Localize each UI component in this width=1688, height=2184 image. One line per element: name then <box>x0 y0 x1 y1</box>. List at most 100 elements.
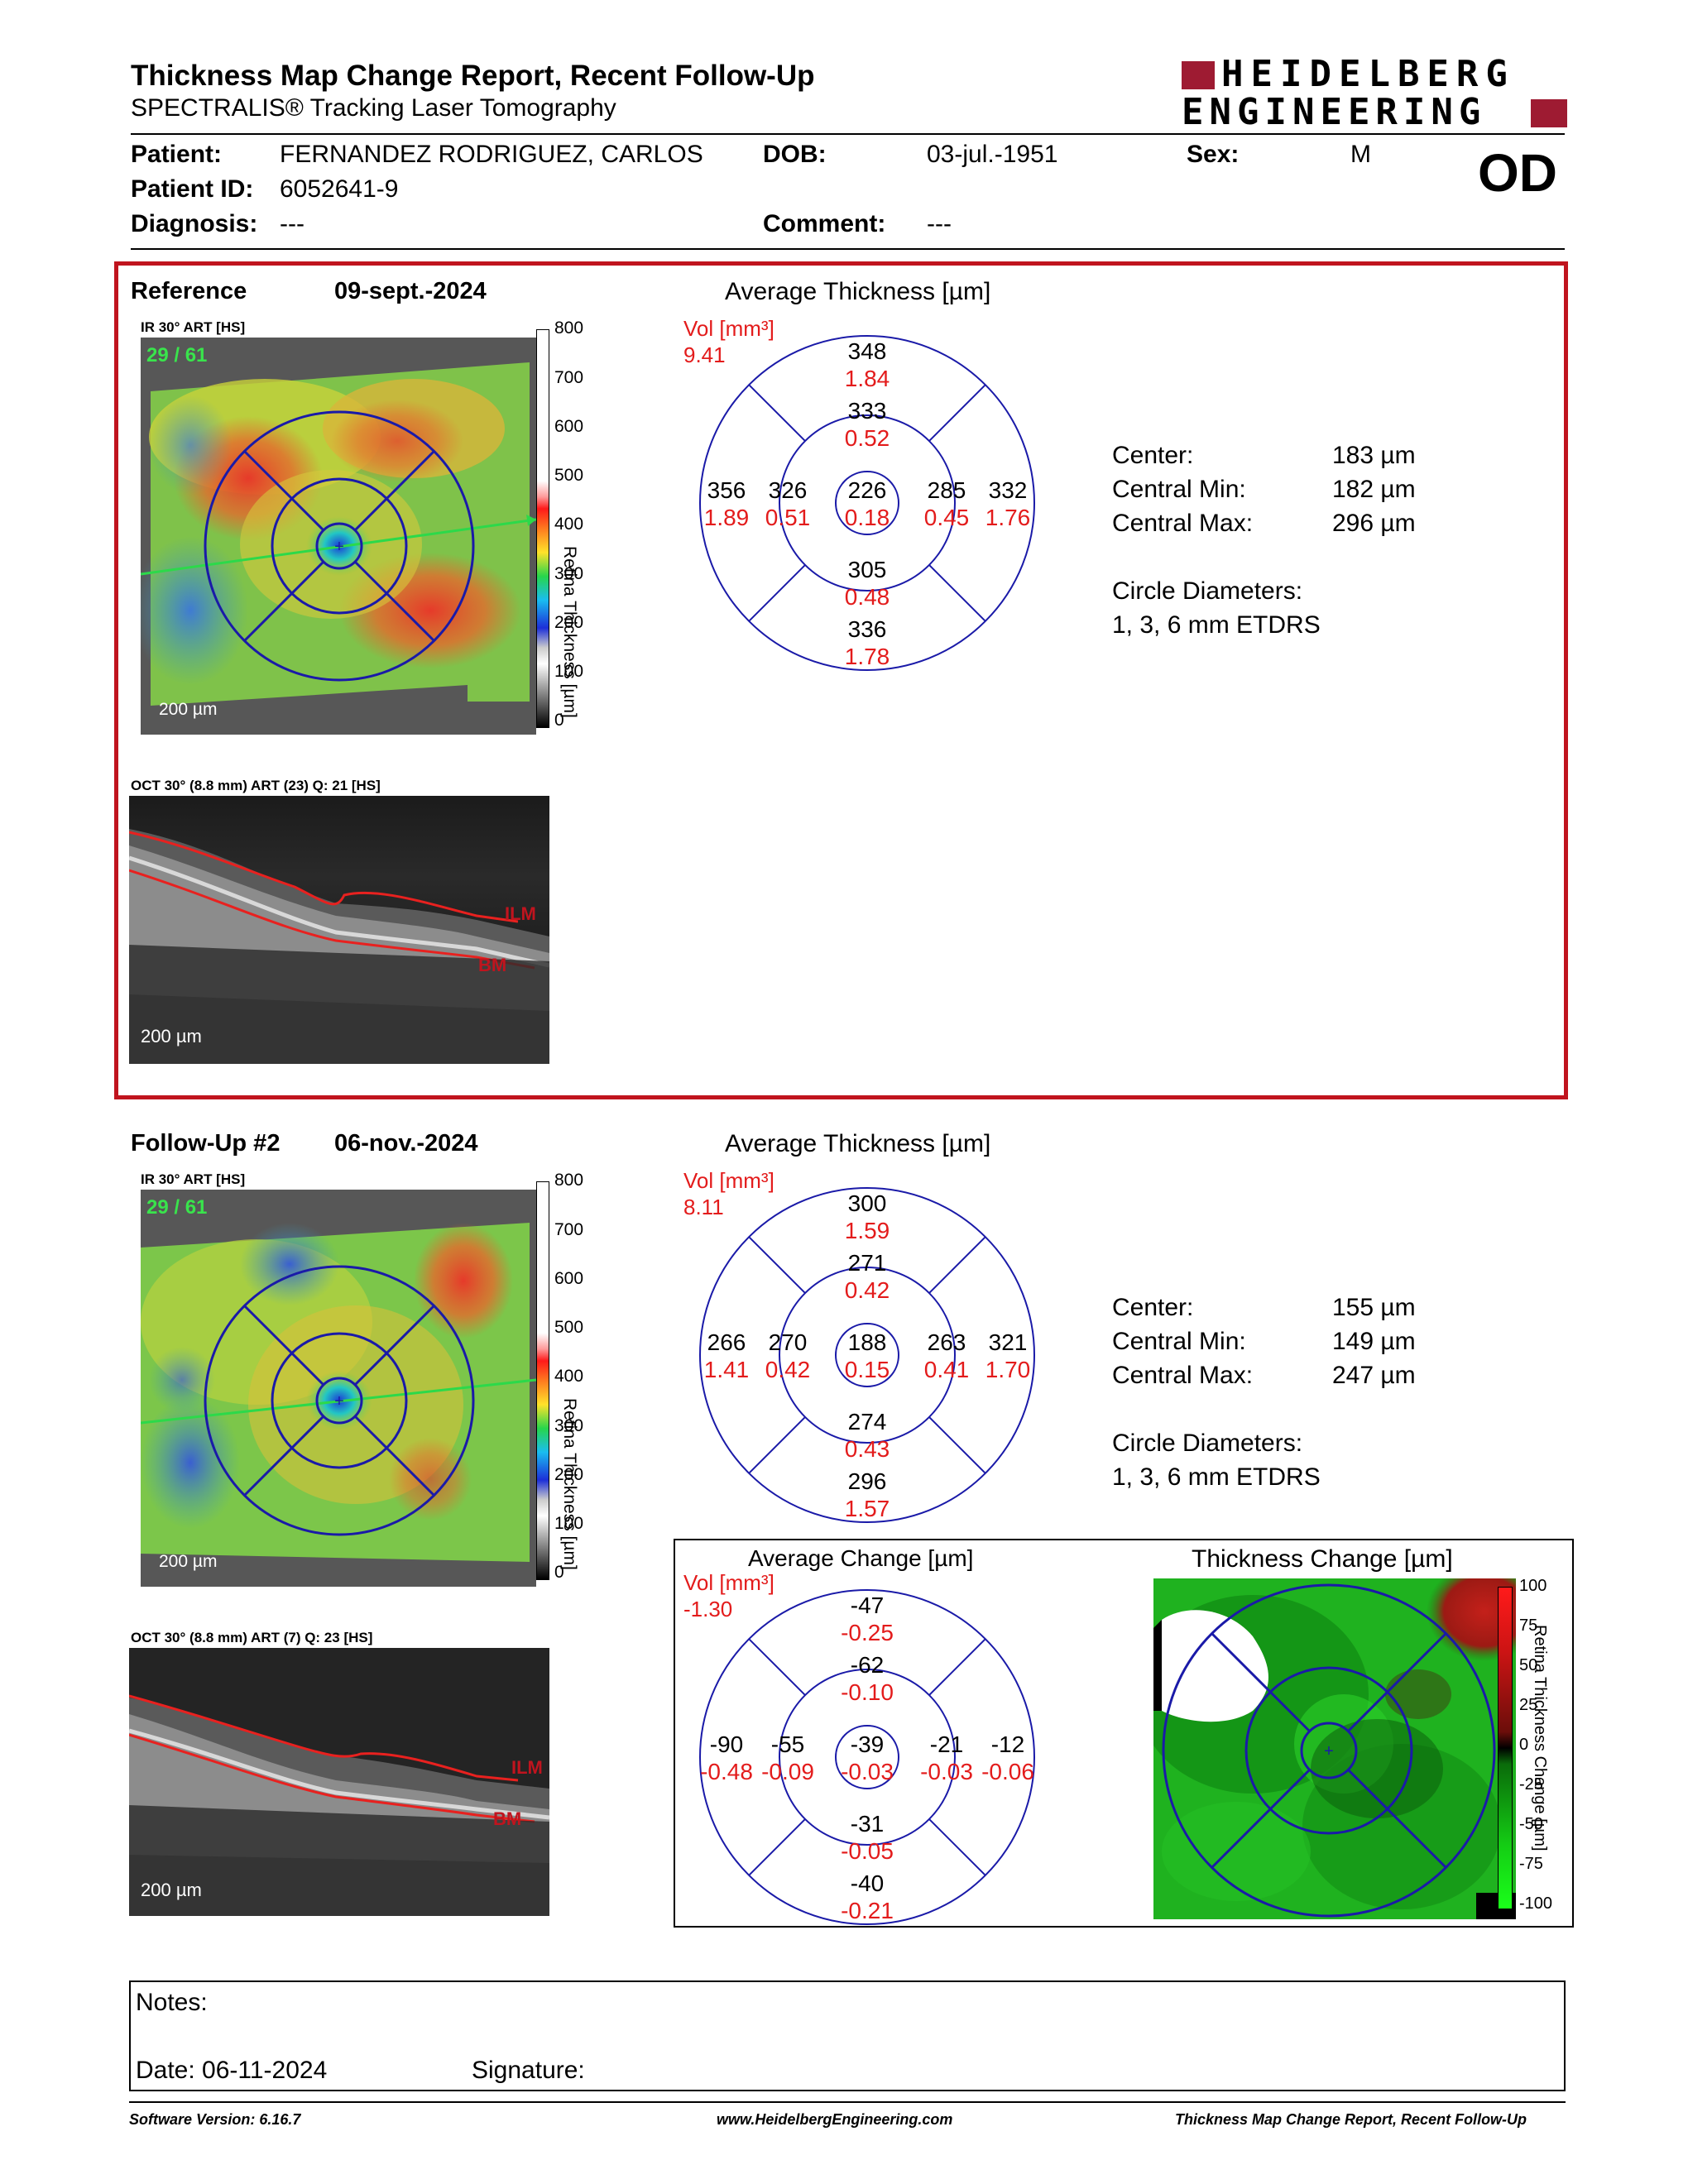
followup-grid-inner-inferior-thickness: 274 <box>848 1409 887 1434</box>
change-grid-outer-superior-thickness: -47 <box>851 1592 884 1618</box>
followup-colorbar-tick: 600 <box>554 1268 584 1288</box>
change-colorbar-tick: -25 <box>1519 1775 1543 1794</box>
logo-line2: ENGINEERING <box>1182 91 1487 133</box>
dob-label: DOB: <box>763 141 827 168</box>
notes-box[interactable] <box>129 1980 1566 2091</box>
change-grid-outer-nasal-volume: -0.06 <box>981 1759 1034 1784</box>
change-grid-inner-temporal-volume: -0.09 <box>761 1759 814 1784</box>
change-grid-inner-inferior-thickness: -31 <box>851 1811 884 1837</box>
reference-ir-scale: 200 µm <box>159 700 218 719</box>
reference-oct-scale: 200 µm <box>141 1026 202 1046</box>
followup-diam-label: Circle Diameters: <box>1112 1430 1303 1457</box>
reference-center-value: 183 µm <box>1332 442 1416 469</box>
signature-label: Signature: <box>472 2057 585 2084</box>
followup-grid-outer-temporal-volume: 1.41 <box>704 1357 750 1382</box>
change-etdrs-grid: -47-0.25-62-0.10-90-0.48-55-0.09-39-0.03… <box>683 1570 1035 1925</box>
reference-grid-inner-inferior-thickness: 305 <box>848 557 887 582</box>
followup-grid-outer-inferior-thickness: 296 <box>848 1468 887 1494</box>
followup-max-label: Central Max: <box>1112 1362 1254 1389</box>
followup-ir-label: IR 30° ART [HS] <box>141 1171 246 1187</box>
footer-url[interactable]: www.HeidelbergEngineering.com <box>717 2111 953 2128</box>
diagnosis-value: --- <box>280 210 305 237</box>
reference-frame <box>114 261 1568 1099</box>
patient-label: Patient: <box>131 141 223 168</box>
reference-oct-scan <box>128 796 550 1064</box>
followup-colorbar-title: Retina Thickness [µm] <box>560 1398 579 1570</box>
reference-grid-inner-nasal-thickness: 285 <box>928 477 966 503</box>
followup-colorbar-tick: 0 <box>554 1563 564 1583</box>
change-grid-outer-superior-volume: -0.25 <box>841 1620 894 1645</box>
reference-grid-vol-value: 9.41 <box>683 342 726 367</box>
reference-grid-inner-inferior-volume: 0.48 <box>845 584 890 610</box>
reference-colorbar-tick: 100 <box>554 662 584 682</box>
change-colorbar-tick: -75 <box>1519 1855 1543 1873</box>
followup-colorbar-tick: 200 <box>554 1464 584 1484</box>
change-map-title: Thickness Change [µm] <box>1192 1545 1453 1573</box>
eye-indicator: OD <box>1478 143 1557 203</box>
reference-center-label: Center: <box>1112 442 1194 469</box>
reference-grid-outer-superior-thickness: 348 <box>848 338 887 364</box>
reference-grid-outer-nasal-volume: 1.76 <box>985 505 1031 530</box>
reference-colorbar-tick: 800 <box>554 318 584 338</box>
footer-report: Thickness Map Change Report, Recent Foll… <box>1175 2111 1527 2128</box>
followup-colorbar-tick: 300 <box>554 1415 584 1435</box>
followup-oct-scale: 200 µm <box>141 1880 202 1900</box>
reference-colorbar-tick: 200 <box>554 612 584 632</box>
change-colorbar-tick: 100 <box>1519 1577 1547 1595</box>
reference-thickness-map: + <box>132 338 537 735</box>
reference-grid-inner-superior-thickness: 333 <box>848 398 887 424</box>
dob-value: 03-jul.-1951 <box>927 141 1058 168</box>
change-grid-inner-nasal-thickness: -21 <box>930 1731 963 1757</box>
followup-etdrs-grid: 3001.592710.422661.412700.421880.152630.… <box>683 1168 1035 1523</box>
sex-label: Sex: <box>1187 141 1240 168</box>
reference-colorbar-tick: 400 <box>554 515 584 534</box>
followup-colorbar <box>536 1181 549 1580</box>
reference-grid-center-thickness: 226 <box>848 477 887 503</box>
patient-name: FERNANDEZ RODRIGUEZ, CARLOS <box>280 141 703 168</box>
followup-grid-outer-superior-thickness: 300 <box>848 1190 887 1216</box>
change-frame <box>674 1539 1574 1928</box>
followup-colorbar-tick: 400 <box>554 1367 584 1387</box>
followup-colorbar-tick: 500 <box>554 1318 584 1338</box>
change-grid-inner-temporal-thickness: -55 <box>771 1731 804 1757</box>
followup-grid-inner-temporal-thickness: 270 <box>769 1329 808 1355</box>
patient-id-value: 6052641-9 <box>280 175 399 203</box>
notes-date: Date: 06-11-2024 <box>136 2057 328 2084</box>
reference-grid-outer-inferior-volume: 1.78 <box>845 644 890 669</box>
diagnosis-label: Diagnosis: <box>131 210 258 237</box>
logo-line1: HEIDELBERG <box>1221 53 1515 95</box>
reference-label: Reference <box>131 278 247 304</box>
followup-center-label: Center: <box>1112 1294 1194 1321</box>
followup-grid-outer-nasal-thickness: 321 <box>989 1329 1028 1355</box>
followup-grid-outer-inferior-volume: 1.57 <box>845 1496 890 1521</box>
svg-text:+: + <box>334 538 344 556</box>
followup-colorbar-tick: 700 <box>554 1219 584 1239</box>
followup-colorbar-tick: 100 <box>554 1514 584 1534</box>
reference-grid-outer-inferior-thickness: 336 <box>848 616 887 642</box>
reference-colorbar <box>536 329 549 728</box>
footer-software: Software Version: 6.16.7 <box>129 2111 301 2128</box>
reference-grid-inner-superior-volume: 0.52 <box>845 425 890 451</box>
reference-colorbar-tick: 0 <box>554 711 564 730</box>
reference-grid-center-volume: 0.18 <box>845 505 890 530</box>
svg-text:+: + <box>1324 1742 1334 1760</box>
reference-colorbar-title: Retina Thickness [µm] <box>560 546 579 718</box>
reference-oct-label: OCT 30° (8.8 mm) ART (23) Q: 21 [HS] <box>131 778 381 793</box>
change-grid-vol-label: Vol [mm³] <box>683 1570 774 1595</box>
followup-grid-vol-value: 8.11 <box>683 1195 724 1219</box>
reference-diam-label: Circle Diameters: <box>1112 577 1303 605</box>
change-grid-center-thickness: -39 <box>851 1731 884 1757</box>
followup-max-value: 247 µm <box>1332 1362 1416 1389</box>
followup-grid-inner-nasal-thickness: 263 <box>928 1329 966 1355</box>
reference-min-label: Central Min: <box>1112 476 1246 503</box>
followup-center-value: 155 µm <box>1332 1294 1416 1321</box>
change-grid-inner-superior-thickness: -62 <box>851 1652 884 1678</box>
followup-grid-inner-superior-volume: 0.42 <box>845 1277 890 1303</box>
reference-ir-label: IR 30° ART [HS] <box>141 319 246 335</box>
reference-colorbar-tick: 500 <box>554 466 584 486</box>
reference-grid-vol-label: Vol [mm³] <box>683 316 774 341</box>
followup-grid-vol-label: Vol [mm³] <box>683 1168 774 1193</box>
change-colorbar-tick: -50 <box>1519 1815 1543 1833</box>
sex-value: M <box>1350 141 1371 168</box>
change-grid-outer-temporal-volume: -0.48 <box>700 1759 753 1784</box>
